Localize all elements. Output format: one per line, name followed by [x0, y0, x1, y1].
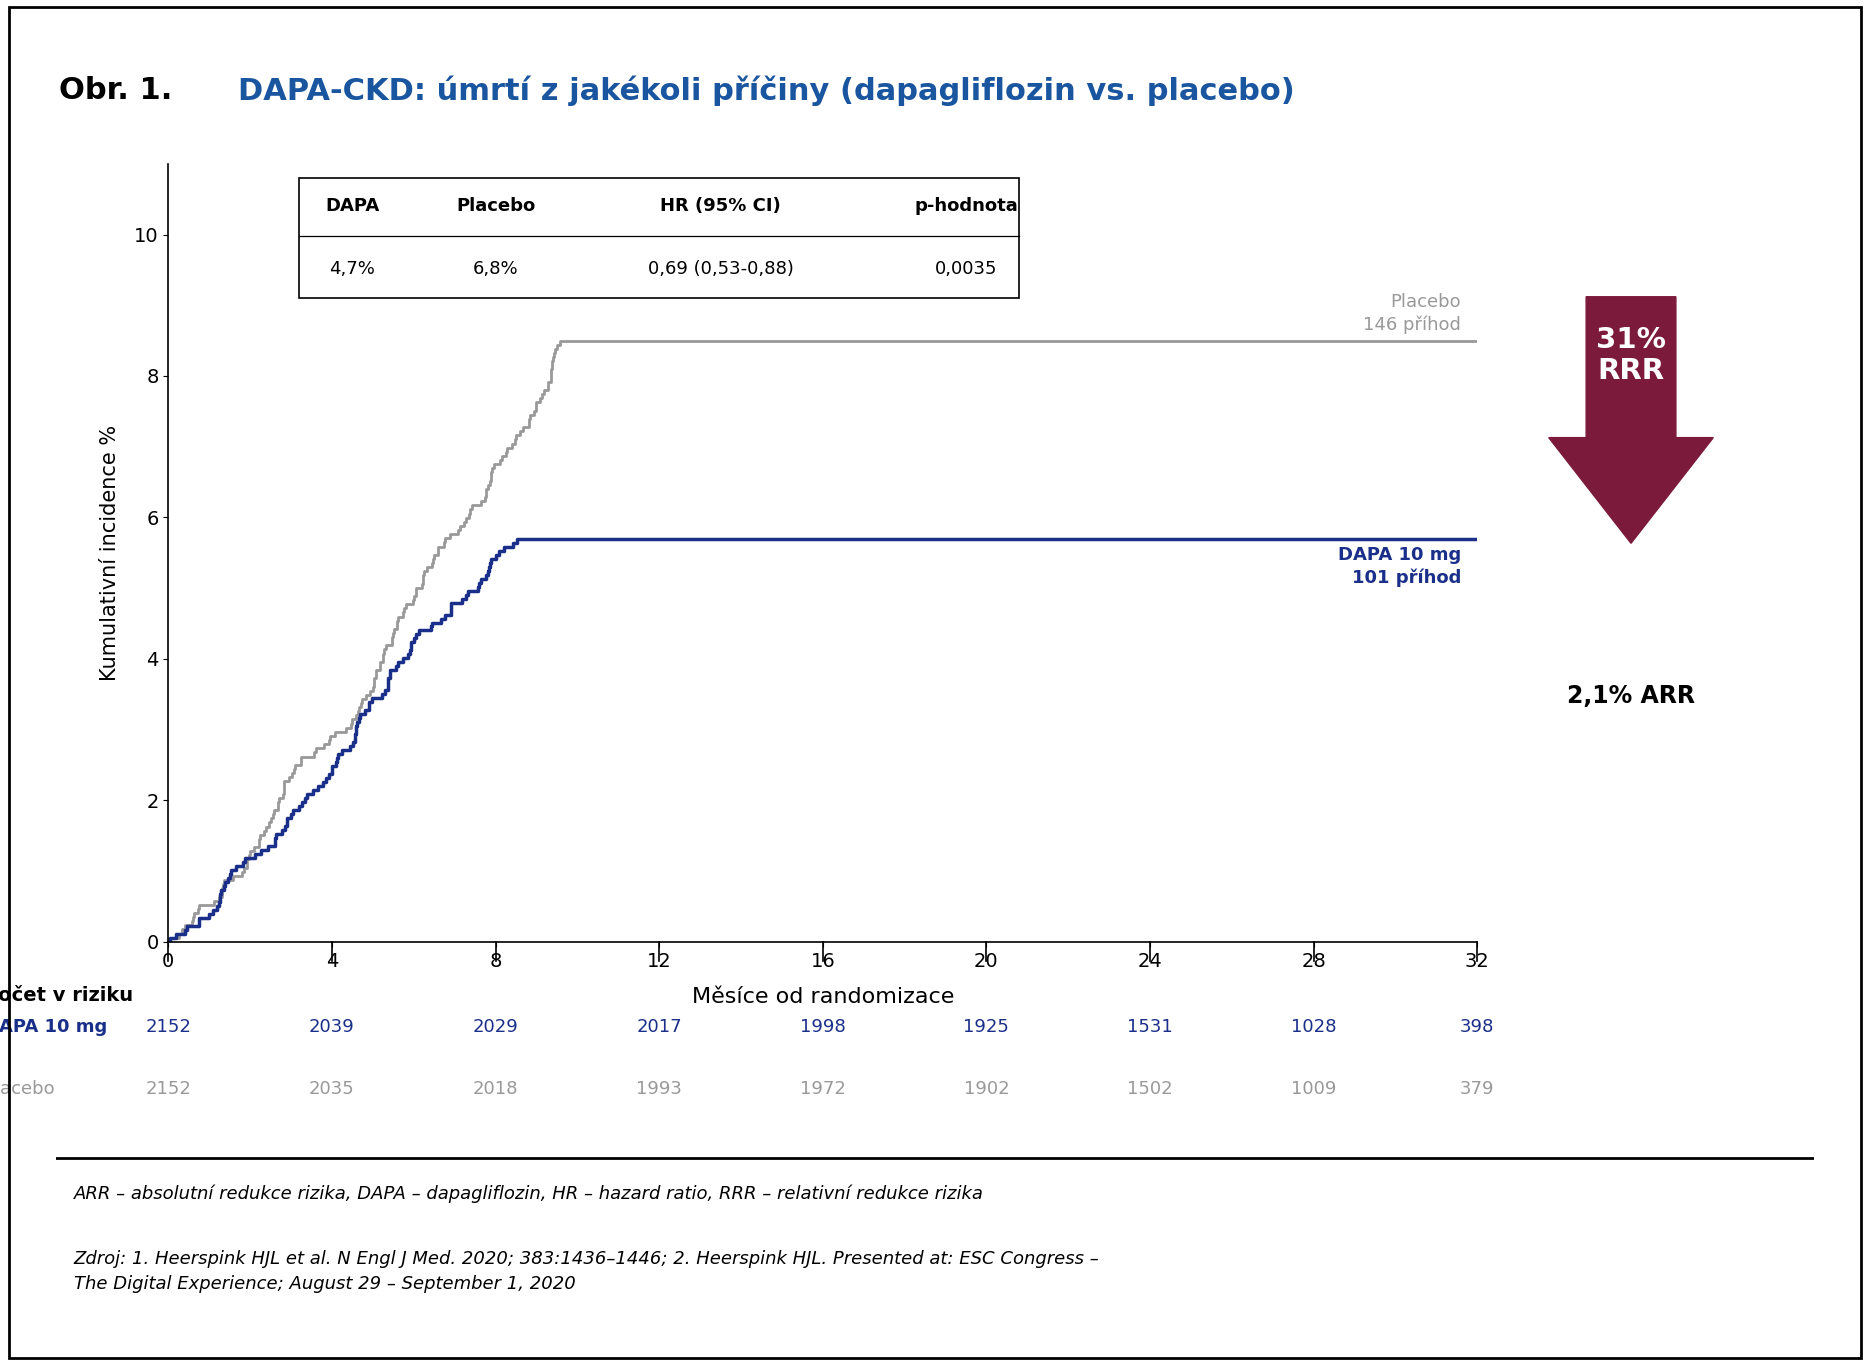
Text: 1972: 1972	[800, 1080, 845, 1097]
Text: 0,0035: 0,0035	[935, 261, 997, 278]
Text: 2029: 2029	[473, 1018, 518, 1036]
Text: 398: 398	[1460, 1018, 1494, 1036]
Text: DAPA-CKD: úmrtí z jakékoli příčiny (dapagliflozin vs. placebo): DAPA-CKD: úmrtí z jakékoli příčiny (dapa…	[239, 75, 1296, 105]
Text: 2017: 2017	[636, 1018, 683, 1036]
Bar	[299, 177, 1019, 298]
Text: 2035: 2035	[309, 1080, 355, 1097]
Text: 1028: 1028	[1290, 1018, 1337, 1036]
Text: 1502: 1502	[1128, 1080, 1172, 1097]
Y-axis label: Kumulativní incidence %: Kumulativní incidence %	[101, 425, 120, 681]
Text: 2,1% ARR: 2,1% ARR	[1567, 684, 1694, 708]
Text: 4,7%: 4,7%	[329, 261, 376, 278]
Text: ARR – absolutní redukce rizika, DAPA – dapagliflozin, HR – hazard ratio, RRR – r: ARR – absolutní redukce rizika, DAPA – d…	[73, 1185, 984, 1204]
Text: 1998: 1998	[800, 1018, 845, 1036]
Text: 1009: 1009	[1290, 1080, 1337, 1097]
Text: HR (95% CI): HR (95% CI)	[660, 197, 782, 214]
Text: DAPA 10 mg: DAPA 10 mg	[0, 1018, 107, 1036]
Text: Zdroj: 1. Heerspink HJL et al. N Engl J Med. 2020; 383:1436–1446; 2. Heerspink H: Zdroj: 1. Heerspink HJL et al. N Engl J …	[73, 1250, 1100, 1293]
Text: 1531: 1531	[1128, 1018, 1172, 1036]
Text: p-hodnota: p-hodnota	[914, 197, 1017, 214]
Text: 31%
RRR: 31% RRR	[1597, 326, 1666, 385]
Text: Placebo
146 příhod: Placebo 146 příhod	[1363, 292, 1460, 333]
Text: 0,69 (0,53-0,88): 0,69 (0,53-0,88)	[647, 261, 793, 278]
Text: 1902: 1902	[963, 1080, 1010, 1097]
FancyArrow shape	[1548, 296, 1713, 543]
Text: 379: 379	[1460, 1080, 1494, 1097]
Text: Obr. 1.: Obr. 1.	[60, 76, 183, 105]
Text: DAPA: DAPA	[325, 197, 380, 214]
Text: 1993: 1993	[636, 1080, 683, 1097]
Text: 2039: 2039	[309, 1018, 355, 1036]
X-axis label: Měsíce od randomizace: Měsíce od randomizace	[692, 987, 954, 1007]
Text: 1925: 1925	[963, 1018, 1010, 1036]
Text: 2152: 2152	[146, 1018, 191, 1036]
Text: Placebo: Placebo	[456, 197, 535, 214]
Text: 2018: 2018	[473, 1080, 518, 1097]
Text: 2152: 2152	[146, 1080, 191, 1097]
Text: 6,8%: 6,8%	[473, 261, 518, 278]
Text: Placebo: Placebo	[0, 1080, 54, 1097]
Text: DAPA 10 mg
101 příhod: DAPA 10 mg 101 příhod	[1337, 546, 1460, 587]
Text: Počet v riziku: Počet v riziku	[0, 986, 133, 1005]
